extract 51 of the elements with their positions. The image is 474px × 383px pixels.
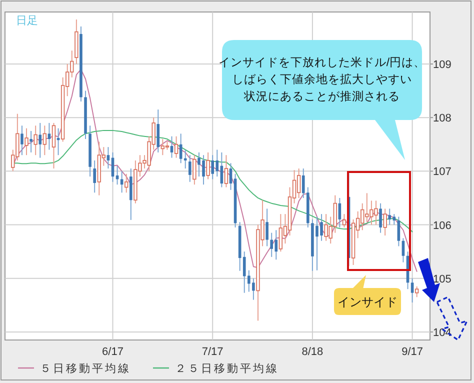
y-tick-label: 109 [433, 58, 452, 71]
annotation: 状況にあることが推測される [243, 90, 400, 103]
candlestick [30, 130, 32, 153]
candlestick [160, 138, 165, 156]
candlestick [388, 208, 392, 226]
candlestick [192, 154, 196, 186]
candlestick [278, 214, 283, 252]
candlestick [397, 216, 400, 247]
candlestick [184, 149, 187, 169]
candlestick [34, 125, 38, 156]
candlestick [120, 170, 124, 194]
candlestick [156, 109, 160, 153]
x-tick-label: 6/17 [102, 346, 124, 358]
candlestick [174, 136, 178, 158]
candlestick [206, 152, 210, 180]
x-tick-label: 9/17 [402, 346, 424, 358]
annotation: しばらく下値余地を拡大しやすい [232, 73, 412, 86]
candlestick [270, 232, 274, 258]
candlestick [20, 125, 24, 156]
candlestick [38, 122, 42, 158]
candlestick [342, 214, 346, 228]
candlestick [48, 122, 51, 150]
candlestick [188, 154, 192, 182]
y-tick-label: 108 [433, 112, 452, 125]
candlestick [129, 168, 132, 220]
candlestick [106, 146, 110, 169]
candlestick [410, 278, 414, 303]
candlestick [266, 208, 268, 247]
candlestick [224, 154, 228, 188]
line-series [12, 68, 418, 272]
candlestick [296, 168, 301, 198]
candlestick [24, 128, 28, 156]
candlestick [379, 202, 382, 234]
annotation: インサイドを下放れした米ドル/円は、 [218, 56, 426, 69]
candlestick [42, 125, 47, 156]
annotation: 日足 [16, 15, 38, 27]
candlestick [170, 136, 174, 158]
legend-label: ２５日移動平均線 [175, 363, 279, 375]
y-tick-label: 105 [433, 273, 452, 286]
candlestick [383, 208, 387, 236]
candlestick [414, 286, 419, 298]
y-tick-label: 107 [433, 166, 452, 178]
candlestick [93, 160, 96, 194]
annotation: インサイド [338, 295, 398, 309]
x-tick-label: 8/18 [302, 346, 324, 358]
candlestick [52, 122, 56, 169]
candlestick [124, 173, 128, 194]
legend-label: ５日移動平均線 [40, 363, 131, 375]
x-tick-label: 7/17 [202, 346, 224, 358]
candlestick [211, 154, 214, 180]
y-tick-label: 106 [433, 220, 452, 232]
